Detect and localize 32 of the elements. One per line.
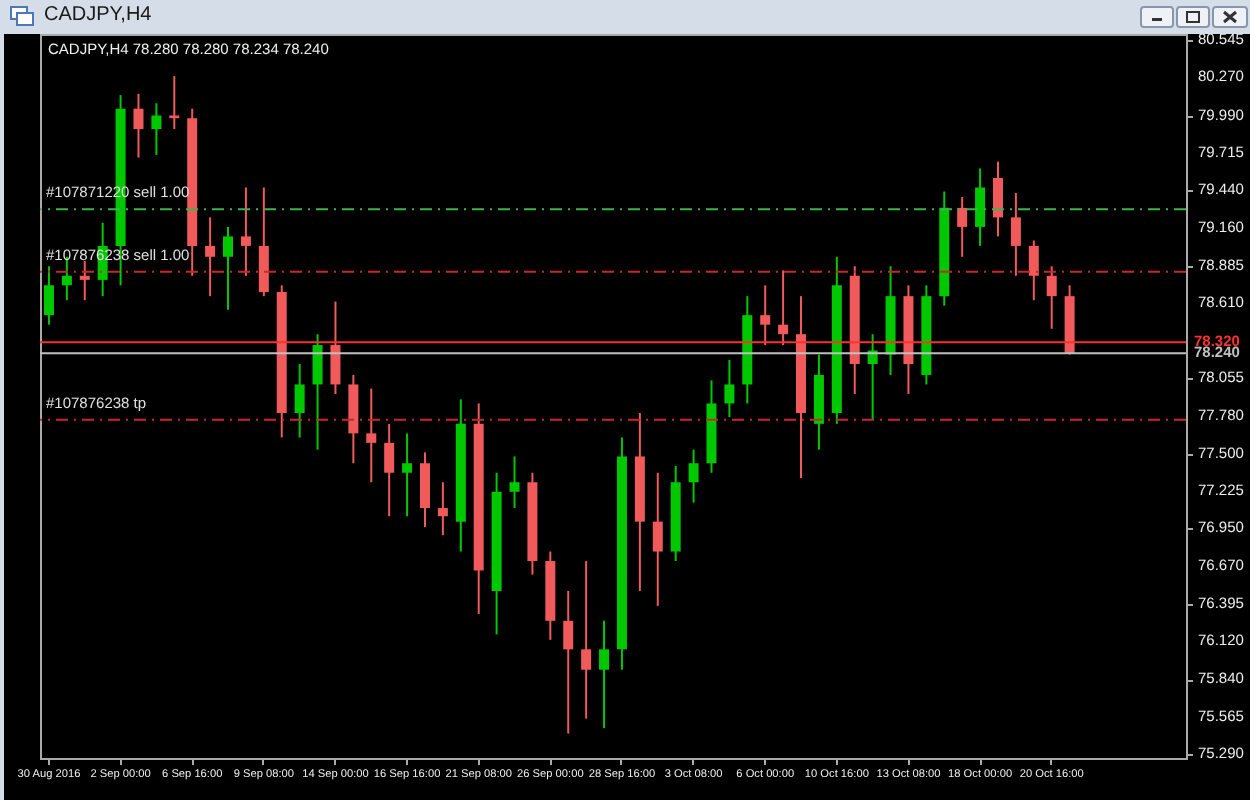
candlestick [778, 269, 789, 347]
candlestick [957, 196, 968, 258]
candlestick [1046, 265, 1057, 330]
candlestick [133, 92, 144, 159]
candlestick [205, 216, 216, 298]
candlestick [43, 265, 54, 326]
candlestick [223, 225, 234, 311]
chart-title: CADJPY,H4 [44, 4, 152, 26]
candlestick [366, 387, 377, 484]
candlestick [151, 102, 162, 156]
candlestick [437, 481, 448, 537]
candlestick [563, 589, 574, 735]
candlestick [240, 186, 251, 277]
candlestick [1010, 191, 1021, 277]
candlestick [724, 359, 735, 419]
candlestick [975, 167, 986, 247]
candlestick [384, 422, 395, 518]
candlestick [1028, 239, 1039, 302]
candlestick [79, 259, 90, 302]
candlestick [652, 471, 663, 607]
candlestick [419, 451, 430, 529]
candlestick [992, 160, 1003, 238]
candlestick [258, 186, 269, 298]
candlestick [509, 455, 520, 510]
candlestick [294, 363, 305, 439]
candlestick [330, 300, 341, 395]
candlestick [688, 448, 699, 504]
candlestick [599, 619, 610, 730]
candlestick [581, 560, 592, 720]
candlestick [312, 333, 323, 451]
candlestick [402, 432, 413, 518]
candlestick [760, 284, 771, 347]
